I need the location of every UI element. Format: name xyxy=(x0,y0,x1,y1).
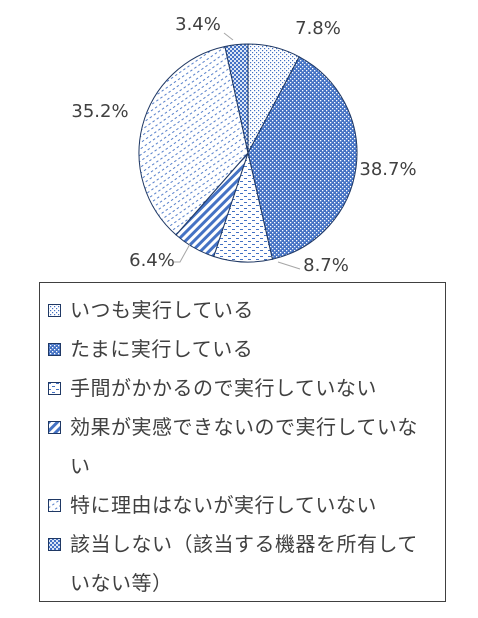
data-label: 3.4% xyxy=(175,14,221,35)
legend-label: 特に理由はないが実行していない xyxy=(70,493,377,517)
data-label: 8.7% xyxy=(303,255,349,276)
legend: いつも実行している たまに実行している手間がかかるので実行していない効果が実感でき… xyxy=(39,282,446,602)
legend-label: いつも実行している xyxy=(70,298,254,322)
legend-swatch xyxy=(48,499,61,512)
legend-label: 効果が実感できないので実行していない xyxy=(70,415,418,478)
pie-slice xyxy=(247,56,358,260)
data-label: 7.8% xyxy=(295,18,341,39)
legend-item: いつも実行している xyxy=(48,291,437,330)
leader-line xyxy=(174,243,191,263)
data-label: 38.7% xyxy=(359,159,416,180)
legend-swatch xyxy=(48,382,61,395)
legend-swatch xyxy=(48,304,61,317)
legend-label: 該当しない（該当する機器を所有していない等） xyxy=(70,532,418,595)
legend-item: 手間がかかるので実行していない xyxy=(48,369,437,408)
legend-swatch xyxy=(48,343,61,356)
leader-line xyxy=(223,32,234,41)
legend-item: たまに実行している xyxy=(48,330,437,369)
pie-slice xyxy=(138,45,249,236)
data-label: 6.4% xyxy=(129,250,175,271)
legend-swatch xyxy=(48,538,61,551)
leader-line xyxy=(277,261,301,270)
legend-item: 該当しない（該当する機器を所有していない等） xyxy=(48,525,437,603)
pie-chart: 7.8% 38.7% 8.7% 6.4% 35.2% 3.4% xyxy=(71,14,416,276)
legend-label: たまに実行している xyxy=(70,337,254,361)
legend-swatch xyxy=(48,421,61,434)
pie-slice xyxy=(224,43,249,154)
legend-item: 特に理由はないが実行していない xyxy=(48,486,437,525)
legend-item: 効果が実感できないので実行していない xyxy=(48,408,437,486)
data-label: 35.2% xyxy=(71,101,128,122)
legend-label: 手間がかかるので実行していない xyxy=(70,376,377,400)
